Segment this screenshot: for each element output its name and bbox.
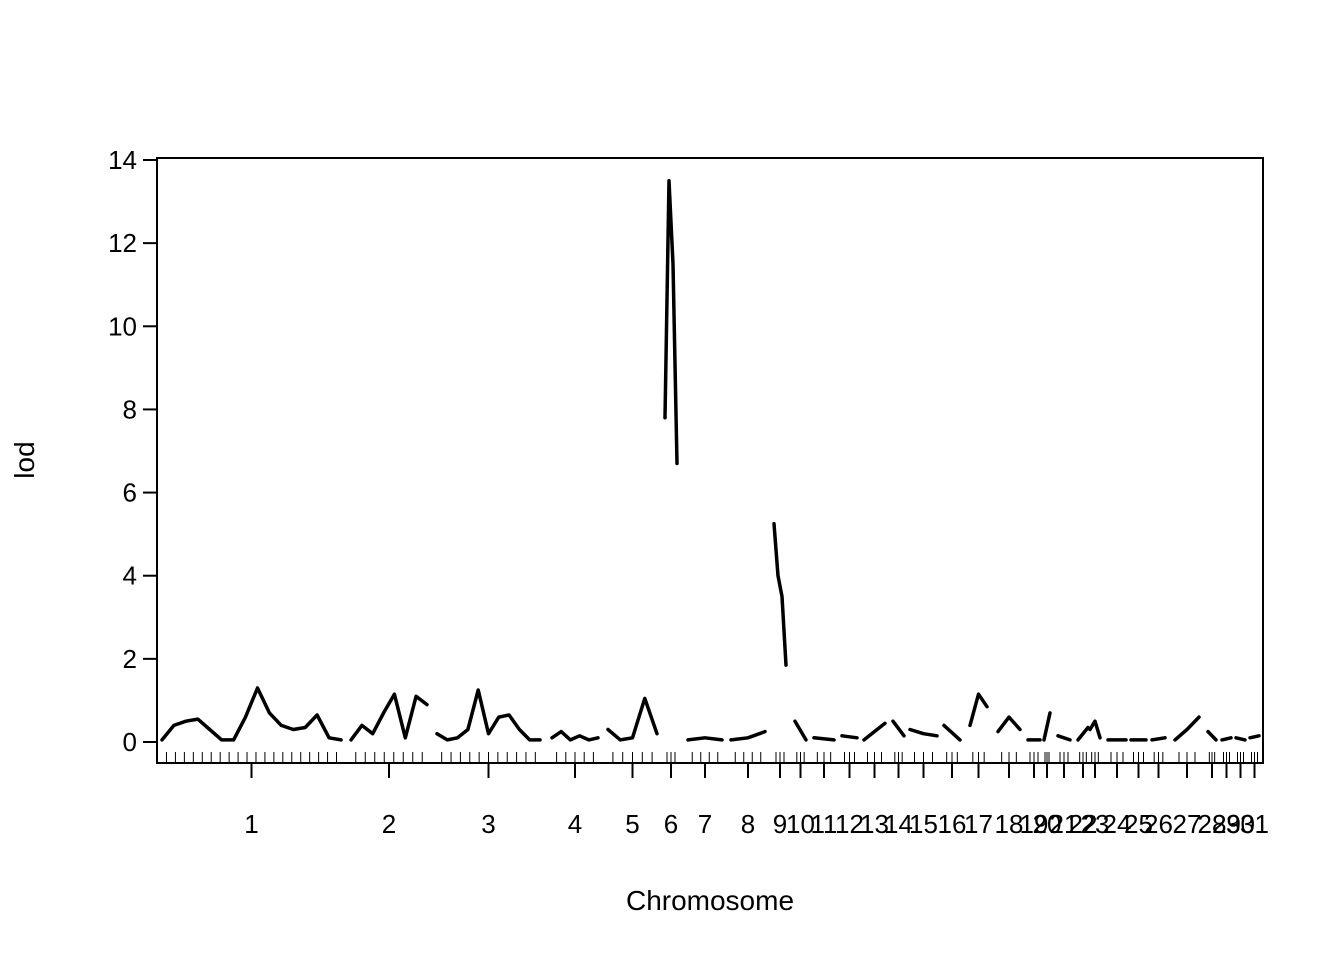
x-axis-title: Chromosome [626, 885, 794, 916]
x-tick-label: 18 [995, 809, 1024, 839]
y-tick-label: 6 [123, 478, 137, 508]
x-tick-label: 28 [1198, 809, 1227, 839]
lod-curve-chr-8 [729, 729, 767, 742]
plot-frame [156, 157, 1264, 764]
lod-curve-chr-1 [160, 686, 343, 742]
x-tick-label: 31 [1240, 809, 1269, 839]
x-tick-label: 7 [698, 809, 712, 839]
x-tick-label: 2 [382, 809, 396, 839]
x-tick-label: 21 [1050, 809, 1079, 839]
x-tick-label: 26 [1144, 809, 1173, 839]
lod-curve-chr-18 [996, 715, 1022, 734]
x-tick-label: 22 [1069, 809, 1098, 839]
x-tick-label: 6 [664, 809, 678, 839]
lod-curve-chr-26 [1150, 736, 1167, 742]
x-tick-label: 19 [1020, 809, 1049, 839]
lod-curve-chr-10 [793, 719, 808, 742]
x-tick-label: 14 [884, 809, 913, 839]
y-tick-label: 0 [123, 727, 137, 757]
lod-curve-chr-4 [550, 729, 600, 742]
x-tick-label: 4 [568, 809, 582, 839]
lod-curve-chr-30 [1234, 736, 1247, 742]
lod-curve-chr-31 [1248, 734, 1261, 740]
x-tick-label: 1 [244, 809, 258, 839]
x-tick-label: 8 [741, 809, 755, 839]
lod-curve-chr-16 [942, 723, 962, 742]
lod-curve-chr-23 [1088, 719, 1102, 740]
x-tick-label: 10 [786, 809, 815, 839]
lod-curve-chr-21 [1056, 734, 1072, 742]
y-axis-title: lod [9, 441, 40, 478]
y-tick-label: 14 [108, 145, 137, 175]
x-tick-label: 25 [1124, 809, 1153, 839]
x-tick-label: 3 [481, 809, 495, 839]
lod-curve-chr-3 [435, 688, 542, 742]
lod-curve-chr-2 [349, 692, 429, 742]
x-tick-label: 23 [1081, 809, 1110, 839]
lod-curve-chr-12 [840, 734, 859, 740]
x-tick-label: 27 [1173, 809, 1202, 839]
y-tick-label: 4 [123, 561, 137, 591]
x-tick-label: 9 [773, 809, 787, 839]
y-axis: 0 2 4 6 8 10 12 14 [108, 145, 157, 757]
lod-curve-chr-11 [812, 736, 836, 742]
x-tick-label: 13 [860, 809, 889, 839]
lod-curve-chr-27 [1173, 715, 1201, 742]
lod-curve-chr-7 [686, 736, 724, 742]
y-tick-label: 10 [108, 311, 137, 341]
lod-curve-chr-14 [891, 719, 906, 738]
x-tick-label: 24 [1103, 809, 1132, 839]
lod-curve-chr-22 [1076, 725, 1090, 742]
lod-curve-chr-13 [862, 721, 887, 742]
x-tick-label: 16 [938, 809, 967, 839]
lod-curve-chr-17 [968, 692, 989, 728]
lod-curve-chr-9 [772, 522, 788, 667]
lod-curve-chr-20 [1042, 711, 1052, 742]
x-tick-label: 29 [1212, 809, 1241, 839]
lod-curve-chr-15 [908, 727, 939, 738]
lod-curve-chr-6 [663, 179, 679, 466]
lod-curve-chr-29 [1220, 736, 1233, 742]
y-tick-label: 12 [108, 228, 137, 258]
y-tick-label: 2 [123, 644, 137, 674]
x-tick-label: 17 [964, 809, 993, 839]
x-tick-label: 12 [835, 809, 864, 839]
x-tick-label: 15 [909, 809, 938, 839]
lod-series [160, 179, 1261, 742]
x-tick-label: 20 [1033, 809, 1062, 839]
lod-curve-chr-28 [1206, 729, 1218, 742]
x-tick-label: 11 [811, 809, 838, 839]
y-tick-label: 8 [123, 394, 137, 424]
lod-curve-chr-5 [606, 696, 659, 742]
x-tick-label: 30 [1226, 809, 1255, 839]
x-tick-label: 5 [625, 809, 639, 839]
